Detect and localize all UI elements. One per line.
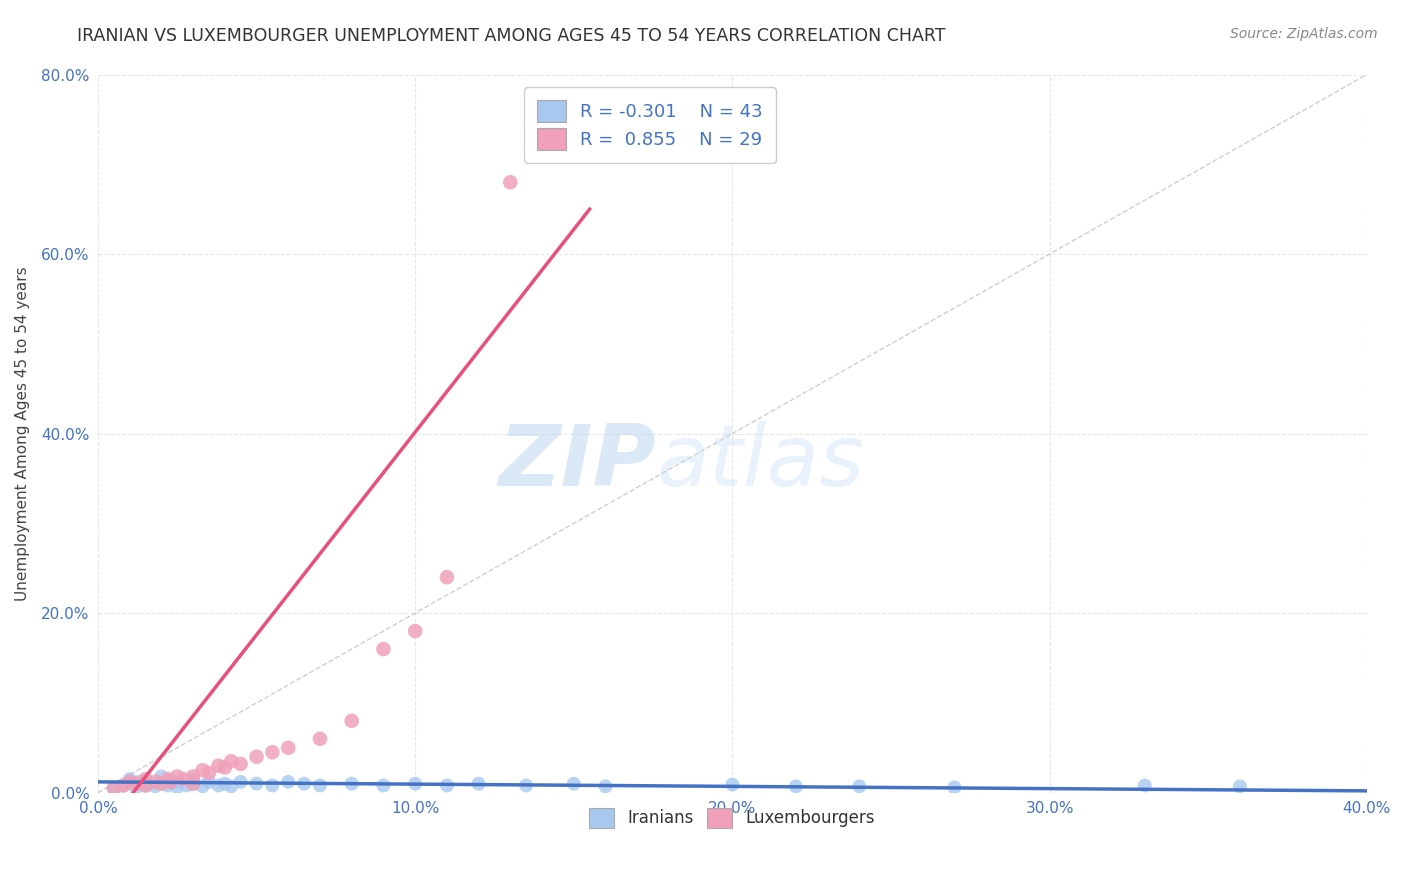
Point	[181, 772, 204, 787]
Point	[135, 779, 157, 793]
Legend: Iranians, Luxembourgers: Iranians, Luxembourgers	[582, 801, 882, 835]
Point	[173, 772, 195, 787]
Point	[150, 777, 173, 791]
Point	[207, 758, 229, 772]
Point	[112, 779, 135, 793]
Point	[150, 777, 173, 791]
Point	[135, 773, 157, 788]
Point	[562, 777, 585, 791]
Point	[166, 780, 188, 795]
Point	[166, 770, 188, 784]
Point	[848, 780, 870, 794]
Point	[125, 780, 148, 795]
Point	[150, 770, 173, 784]
Text: IRANIAN VS LUXEMBOURGER UNEMPLOYMENT AMONG AGES 45 TO 54 YEARS CORRELATION CHART: IRANIAN VS LUXEMBOURGER UNEMPLOYMENT AMO…	[77, 27, 946, 45]
Point	[160, 774, 183, 789]
Text: ZIP: ZIP	[499, 421, 657, 504]
Point	[176, 779, 198, 793]
Point	[143, 775, 166, 789]
Point	[436, 570, 458, 584]
Point	[595, 780, 617, 794]
Point	[135, 772, 157, 787]
Point	[309, 731, 332, 746]
Y-axis label: Unemployment Among Ages 45 to 54 years: Unemployment Among Ages 45 to 54 years	[15, 267, 30, 601]
Point	[198, 765, 221, 780]
Point	[373, 642, 395, 657]
Point	[103, 781, 125, 796]
Point	[118, 772, 141, 787]
Point	[340, 714, 363, 728]
Point	[515, 779, 537, 793]
Point	[181, 777, 204, 791]
Point	[292, 777, 315, 791]
Point	[436, 779, 458, 793]
Point	[262, 745, 284, 759]
Point	[373, 779, 395, 793]
Point	[721, 778, 744, 792]
Point	[191, 780, 214, 794]
Text: Source: ZipAtlas.com: Source: ZipAtlas.com	[1230, 27, 1378, 41]
Point	[156, 779, 179, 793]
Point	[156, 772, 179, 787]
Point	[191, 763, 214, 777]
Point	[499, 175, 522, 189]
Point	[181, 777, 204, 791]
Point	[229, 756, 252, 771]
Point	[112, 779, 135, 793]
Point	[125, 777, 148, 791]
Point	[214, 760, 236, 774]
Point	[404, 624, 426, 638]
Point	[118, 775, 141, 789]
Point	[1229, 780, 1251, 794]
Text: atlas: atlas	[657, 421, 865, 504]
Point	[118, 777, 141, 791]
Point	[467, 777, 489, 791]
Point	[277, 740, 299, 755]
Point	[309, 779, 332, 793]
Point	[181, 770, 204, 784]
Point	[943, 780, 966, 795]
Point	[219, 754, 242, 768]
Point	[198, 775, 221, 789]
Point	[277, 775, 299, 789]
Point	[160, 775, 183, 789]
Point	[1133, 779, 1156, 793]
Point	[340, 777, 363, 791]
Point	[785, 780, 807, 794]
Point	[214, 777, 236, 791]
Point	[245, 777, 267, 791]
Point	[128, 775, 150, 789]
Point	[404, 777, 426, 791]
Point	[135, 779, 157, 793]
Point	[207, 779, 229, 793]
Point	[262, 779, 284, 793]
Point	[166, 775, 188, 789]
Point	[219, 780, 242, 794]
Point	[229, 775, 252, 789]
Point	[245, 749, 267, 764]
Point	[103, 781, 125, 796]
Point	[143, 780, 166, 794]
